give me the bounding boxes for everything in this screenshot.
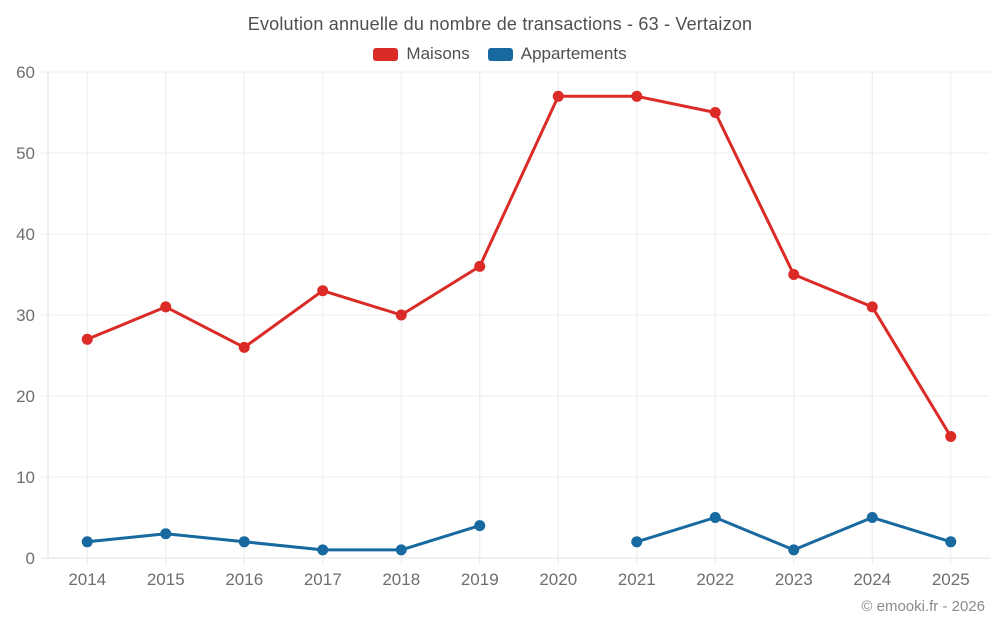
series-line-maisons — [85, 94, 953, 438]
data-point-appartements-2018[interactable] — [395, 544, 407, 556]
legend-label: Maisons — [406, 44, 470, 63]
y-axis-label: 10 — [16, 468, 35, 487]
data-point-maisons-2021[interactable] — [631, 90, 643, 102]
x-axis-label: 2018 — [382, 570, 420, 589]
x-axis-label: 2015 — [147, 570, 185, 589]
y-axis-label: 60 — [16, 63, 35, 82]
data-point-appartements-2024[interactable] — [866, 512, 878, 523]
data-point-maisons-2017[interactable] — [317, 285, 329, 297]
x-axis-label: 2021 — [618, 570, 656, 589]
data-point-appartements-2017[interactable] — [317, 544, 329, 556]
data-point-maisons-2016[interactable] — [238, 341, 250, 353]
y-axis-label: 0 — [26, 549, 35, 568]
data-point-appartements-2019[interactable] — [474, 520, 486, 532]
data-point-appartements-2014[interactable] — [81, 536, 93, 548]
x-axis-label: 2022 — [696, 570, 734, 589]
y-axis-label: 40 — [16, 225, 35, 244]
x-axis-label: 2020 — [539, 570, 577, 589]
x-axis-label: 2023 — [775, 570, 813, 589]
y-axis-label: 30 — [16, 306, 35, 325]
data-point-appartements-2025[interactable] — [945, 536, 957, 548]
data-point-maisons-2022[interactable] — [709, 107, 721, 118]
y-axis-label: 20 — [16, 387, 35, 406]
data-point-maisons-2019[interactable] — [474, 260, 486, 272]
x-axis-label: 2014 — [68, 570, 106, 589]
data-point-maisons-2020[interactable] — [552, 90, 564, 102]
data-point-maisons-2015[interactable] — [160, 301, 172, 313]
chart-title: Evolution annuelle du nombre de transact… — [247, 14, 753, 34]
data-point-appartements-2022[interactable] — [709, 512, 721, 523]
legend-label: Appartements — [520, 44, 627, 63]
legend-swatch-maisons — [373, 47, 399, 61]
data-point-maisons-2018[interactable] — [395, 309, 407, 321]
copyright-text: © emooki.fr - 2026 — [861, 598, 985, 615]
chart-legend: Maisons Appartements — [0, 44, 1000, 64]
data-point-appartements-2023[interactable] — [788, 544, 800, 556]
legend-swatch-appartements — [487, 47, 513, 61]
data-point-maisons-2025[interactable] — [945, 431, 957, 442]
x-axis-label: 2016 — [225, 570, 263, 589]
series-line-appartements — [85, 524, 482, 552]
legend-item-appartements[interactable]: Appartements — [487, 44, 627, 64]
x-axis-label: 2019 — [461, 570, 499, 589]
x-axis-label: 2017 — [304, 570, 342, 589]
data-point-appartements-2016[interactable] — [238, 536, 250, 548]
x-axis-label: 2024 — [853, 570, 891, 589]
data-point-appartements-2021[interactable] — [631, 536, 643, 548]
data-point-maisons-2023[interactable] — [788, 269, 800, 280]
data-point-maisons-2014[interactable] — [81, 333, 93, 345]
data-point-appartements-2015[interactable] — [160, 528, 172, 540]
data-point-maisons-2024[interactable] — [866, 301, 878, 313]
x-axis-label: 2025 — [932, 570, 970, 589]
y-axis-label: 50 — [16, 144, 35, 163]
legend-item-maisons[interactable]: Maisons — [373, 44, 470, 64]
